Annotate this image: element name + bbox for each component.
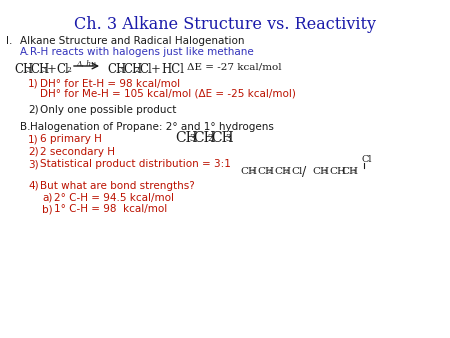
Text: 1° C-H = 98  kcal/mol: 1° C-H = 98 kcal/mol bbox=[54, 204, 167, 214]
Text: ΔE = -27 kcal/mol: ΔE = -27 kcal/mol bbox=[187, 63, 282, 72]
Text: 3: 3 bbox=[26, 66, 31, 73]
Text: B.: B. bbox=[20, 122, 31, 132]
Text: Cl: Cl bbox=[361, 155, 372, 164]
Text: Ch. 3 Alkane Structure vs. Reactivity: Ch. 3 Alkane Structure vs. Reactivity bbox=[74, 16, 376, 33]
Text: CH: CH bbox=[341, 167, 358, 176]
Text: Cl: Cl bbox=[139, 63, 152, 76]
Text: +: + bbox=[151, 63, 161, 76]
Text: +: + bbox=[47, 63, 57, 76]
Text: CH: CH bbox=[175, 131, 198, 145]
Text: Halogenation of Propane: 2° and 1° hydrogens: Halogenation of Propane: 2° and 1° hydro… bbox=[30, 122, 274, 132]
Text: 2): 2) bbox=[28, 105, 39, 115]
Text: 3: 3 bbox=[189, 134, 194, 143]
Text: CH: CH bbox=[193, 131, 216, 145]
Text: R-H reacts with halogens just like methane: R-H reacts with halogens just like metha… bbox=[30, 47, 254, 57]
Text: CH: CH bbox=[329, 167, 346, 176]
Text: CH: CH bbox=[211, 131, 234, 145]
Text: CH: CH bbox=[312, 167, 329, 176]
Text: 2 secondary H: 2 secondary H bbox=[40, 147, 115, 157]
Text: But what are bond strengths?: But what are bond strengths? bbox=[40, 181, 195, 191]
Text: CH: CH bbox=[257, 167, 274, 176]
Text: CH: CH bbox=[240, 167, 257, 176]
Text: b): b) bbox=[42, 204, 53, 214]
Text: CH: CH bbox=[274, 167, 291, 176]
Text: Alkane Structure and Radical Halogenation: Alkane Structure and Radical Halogenatio… bbox=[20, 36, 244, 46]
Text: I.: I. bbox=[6, 36, 13, 46]
Text: DH° for Me-H = 105 kcal/mol (ΔE = -25 kcal/mol): DH° for Me-H = 105 kcal/mol (ΔE = -25 kc… bbox=[40, 89, 296, 99]
Text: CH: CH bbox=[14, 63, 33, 76]
Text: 3: 3 bbox=[351, 169, 356, 174]
Text: Only one possible product: Only one possible product bbox=[40, 105, 176, 115]
Text: a): a) bbox=[42, 193, 52, 203]
Text: 1): 1) bbox=[28, 134, 39, 144]
Text: 2° C-H = 94.5 kcal/mol: 2° C-H = 94.5 kcal/mol bbox=[54, 193, 174, 203]
Text: Δ, hν: Δ, hν bbox=[76, 59, 96, 67]
Text: CH: CH bbox=[123, 63, 142, 76]
Text: 3: 3 bbox=[41, 66, 46, 73]
Text: 3: 3 bbox=[225, 134, 230, 143]
Text: HCl: HCl bbox=[161, 63, 184, 76]
Text: 2: 2 bbox=[135, 66, 140, 73]
Text: Statistical product distribution = 3:1: Statistical product distribution = 3:1 bbox=[40, 159, 231, 169]
Text: 2: 2 bbox=[66, 66, 71, 73]
Text: 2): 2) bbox=[28, 147, 39, 157]
Text: CH: CH bbox=[107, 63, 126, 76]
Text: 6 primary H: 6 primary H bbox=[40, 134, 102, 144]
Text: 2: 2 bbox=[207, 134, 212, 143]
Text: A.: A. bbox=[20, 47, 31, 57]
Text: CH: CH bbox=[30, 63, 49, 76]
Text: 1): 1) bbox=[28, 79, 39, 89]
Text: 4): 4) bbox=[28, 181, 39, 191]
Text: DH° for Et-H = 98 kcal/mol: DH° for Et-H = 98 kcal/mol bbox=[40, 79, 180, 89]
Text: 2: 2 bbox=[267, 169, 271, 174]
Text: /: / bbox=[302, 166, 306, 179]
Text: 3: 3 bbox=[118, 66, 123, 73]
Text: 2: 2 bbox=[284, 169, 288, 174]
Text: 3): 3) bbox=[28, 159, 39, 169]
Text: 3: 3 bbox=[251, 169, 255, 174]
Text: Cl: Cl bbox=[291, 167, 302, 176]
Text: 3: 3 bbox=[323, 169, 327, 174]
Text: Cl: Cl bbox=[56, 63, 69, 76]
